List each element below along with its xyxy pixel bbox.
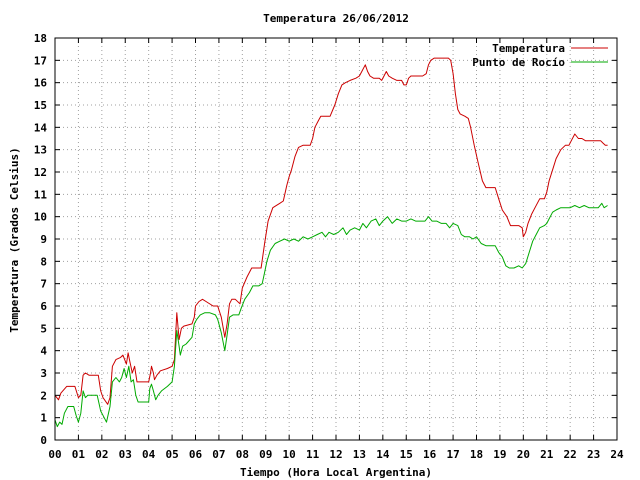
y-tick-label: 15 — [34, 99, 47, 112]
y-tick-label: 8 — [40, 255, 47, 268]
x-tick-label: 08 — [236, 448, 249, 461]
y-tick-label: 4 — [40, 345, 47, 358]
x-tick-label: 15 — [400, 448, 413, 461]
y-tick-label: 12 — [34, 166, 47, 179]
y-tick-label: 9 — [40, 233, 47, 246]
x-tick-label: 23 — [587, 448, 600, 461]
x-tick-label: 16 — [423, 448, 437, 461]
x-axis-tick-labels: 00 01 02 03 04 05 06 07 08 09 10 11 12 13 14 15 16 17 18 19… — [48, 448, 624, 461]
y-tick-label: 10 — [34, 211, 47, 224]
legend-label-punto-de-rocio: Punto de Rocío — [472, 56, 565, 69]
x-tick-label: 17 — [446, 448, 459, 461]
x-tick-label: 20 — [517, 448, 530, 461]
x-tick-label: 10 — [283, 448, 296, 461]
series-lines — [54, 57, 608, 428]
y-tick-label: 18 — [34, 32, 47, 45]
x-tick-label: 11 — [306, 448, 320, 461]
y-tick-label: 17 — [34, 54, 47, 67]
x-tick-label: 03 — [119, 448, 132, 461]
x-tick-label: 05 — [165, 448, 178, 461]
legend-label-temperatura: Temperatura — [492, 42, 565, 55]
grid-lines — [55, 38, 617, 440]
x-tick-label: 21 — [540, 448, 554, 461]
y-tick-label: 5 — [40, 322, 47, 335]
x-tick-label: 06 — [189, 448, 203, 461]
y-tick-label: 2 — [40, 389, 47, 402]
y-tick-label: 7 — [40, 278, 47, 291]
y-axis-label: Temperatura (Grados Celsius) — [8, 147, 21, 332]
x-axis-label: Tiempo (Hora Local Argentina) — [240, 466, 432, 479]
x-tick-label: 24 — [610, 448, 624, 461]
y-tick-label: 1 — [40, 412, 47, 425]
y-tick-label: 3 — [40, 367, 47, 380]
series-line-punto-de-rocio — [54, 202, 608, 428]
x-tick-label: 12 — [329, 448, 342, 461]
y-tick-label: 13 — [34, 144, 47, 157]
x-tick-label: 07 — [212, 448, 225, 461]
x-tick-label: 02 — [95, 448, 108, 461]
axis-ticks — [54, 37, 618, 441]
x-tick-label: 00 — [48, 448, 61, 461]
x-tick-label: 22 — [564, 448, 577, 461]
x-tick-label: 13 — [353, 448, 366, 461]
x-tick-label: 09 — [259, 448, 272, 461]
legend: Temperatura Punto de Rocío — [472, 42, 608, 69]
y-tick-label: 14 — [34, 121, 48, 134]
x-tick-label: 18 — [470, 448, 483, 461]
x-tick-label: 14 — [376, 448, 390, 461]
y-tick-label: 6 — [40, 300, 47, 313]
chart-title: Temperatura 26/06/2012 — [263, 12, 409, 25]
y-tick-label: 11 — [34, 188, 48, 201]
x-tick-label: 04 — [142, 448, 156, 461]
x-tick-label: 19 — [493, 448, 506, 461]
x-tick-label: 01 — [72, 448, 86, 461]
y-tick-label: 16 — [34, 77, 48, 90]
series-line-temperatura — [54, 57, 608, 405]
y-tick-label: 0 — [40, 434, 47, 447]
